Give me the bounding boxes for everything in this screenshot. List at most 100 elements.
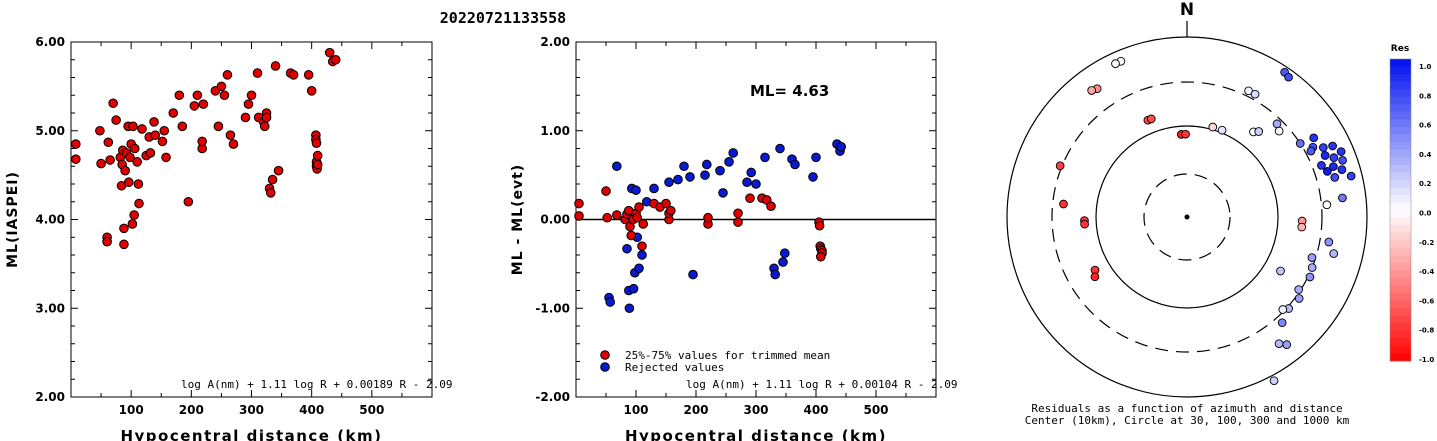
station-marker xyxy=(1320,151,1330,160)
x-tick-label: 400 xyxy=(803,403,828,417)
rejected-point xyxy=(775,143,785,154)
data-point xyxy=(161,152,171,163)
colorbar-tick-label: 0.8 xyxy=(1419,92,1432,100)
rejected-point xyxy=(679,161,689,172)
used-point xyxy=(626,230,637,241)
station-marker xyxy=(1317,161,1326,170)
x-axis-label: Hypocentral distance (km) xyxy=(625,427,887,441)
data-point xyxy=(159,125,170,136)
rejected-point xyxy=(770,269,781,280)
rejected-point xyxy=(836,141,847,152)
used-point xyxy=(745,193,755,203)
colorbar-segment xyxy=(1390,202,1411,211)
station-marker xyxy=(1059,199,1068,209)
data-point xyxy=(216,81,227,92)
station-marker xyxy=(1208,122,1218,132)
rejected-point xyxy=(631,185,641,196)
station-marker xyxy=(1328,141,1337,151)
x-tick-label: 300 xyxy=(239,403,264,417)
colorbar-tick-label: -0.2 xyxy=(1419,239,1434,247)
residual-colorbar: Res 1.0 0.8 0.6 0.4 0.2 0.0 -0.2 -0.4 -0.6 -0.8 -1.… xyxy=(1389,44,1434,364)
data-point xyxy=(102,236,112,247)
station-marker xyxy=(1274,339,1284,349)
rejected-point xyxy=(624,303,635,314)
colorbar-segment xyxy=(1390,149,1411,158)
x-tick-label: 200 xyxy=(683,403,708,417)
station-marker xyxy=(1306,146,1316,156)
data-point xyxy=(311,138,322,148)
north-label: N xyxy=(1180,0,1194,20)
station-marker xyxy=(1297,222,1307,232)
circle-100km xyxy=(1095,125,1279,309)
caption-line-2: Center (10km), Circle at 30, 100, 300 an… xyxy=(1025,414,1350,427)
station-marker xyxy=(1274,126,1284,136)
x-tick-label: 300 xyxy=(743,403,768,417)
azimuth-residual-map: N Residuals as a function of azimuth and … xyxy=(1006,0,1368,427)
data-point xyxy=(71,139,81,149)
rejected-point xyxy=(780,248,790,259)
legend-rejected-label: Rejected values xyxy=(625,361,724,374)
colorbar-segment xyxy=(1390,277,1411,286)
station-marker xyxy=(1272,119,1282,129)
colorbar-segment xyxy=(1390,111,1411,120)
data-point xyxy=(137,124,147,134)
rejected-point xyxy=(778,257,788,267)
data-point xyxy=(222,70,233,80)
data-point xyxy=(240,112,251,123)
data-point xyxy=(127,219,138,229)
colorbar-segment xyxy=(1390,217,1411,226)
station-marker xyxy=(1277,318,1287,328)
used-point xyxy=(666,205,676,216)
epicenter-marker xyxy=(1184,214,1190,220)
station-marker xyxy=(1330,173,1340,182)
data-point xyxy=(261,112,272,123)
station-marker xyxy=(1318,143,1328,152)
station-marker xyxy=(1329,153,1339,163)
legend-used-label: 25%-75% values for trimmed mean xyxy=(625,349,830,362)
station-marker xyxy=(1278,305,1288,314)
data-point xyxy=(168,108,179,118)
caption-line-1: Residuals as a function of azimuth and d… xyxy=(1031,402,1342,415)
colorbar-segment xyxy=(1390,338,1411,347)
colorbar-segment xyxy=(1390,81,1411,90)
station-marker xyxy=(1337,165,1347,174)
ml-residual-chart: 100 200 300 400 500 -2.00 -1.00 0.00 1.00 2.00 Hyp… xyxy=(510,35,958,441)
data-point xyxy=(324,47,335,58)
colorbar-segment xyxy=(1390,172,1411,181)
y-axis-label: ML(IASPEI) xyxy=(5,171,21,268)
colorbar-segment xyxy=(1390,179,1411,188)
station-marker xyxy=(1087,86,1097,95)
station-marker xyxy=(1217,125,1227,135)
figure-title: 20220721133558 xyxy=(440,9,566,27)
data-point xyxy=(125,152,135,163)
used-point xyxy=(766,201,776,211)
data-point xyxy=(95,125,105,136)
colorbar-tick-label: 0.0 xyxy=(1419,210,1432,218)
colorbar-segment xyxy=(1390,247,1411,256)
colorbar-segment xyxy=(1390,74,1411,83)
rejected-point xyxy=(637,250,647,260)
station-marker xyxy=(1284,72,1293,82)
colorbar-segment xyxy=(1390,194,1411,203)
x-axis-label: Hypocentral distance (km) xyxy=(120,427,382,441)
colorbar-frame xyxy=(1389,58,1412,362)
dashed-circle-300km xyxy=(1051,81,1323,353)
y-axis-label: ML - ML(evt) xyxy=(510,164,526,275)
data-point xyxy=(198,99,209,109)
formula-label: log A(nm) + 1.11 log R + 0.00189 R - 2.0… xyxy=(181,378,453,391)
y-tick-label: 2.00 xyxy=(540,35,570,49)
data-point xyxy=(228,139,239,149)
data-point xyxy=(177,121,188,132)
legend-used-marker xyxy=(600,350,610,360)
x-tick-label: 500 xyxy=(863,403,888,417)
colorbar-segment xyxy=(1390,126,1411,135)
data-point xyxy=(303,70,314,80)
data-point xyxy=(265,188,276,198)
station-marker xyxy=(1329,162,1338,171)
colorbar-tick-label: -0.6 xyxy=(1419,297,1434,305)
data-point xyxy=(252,68,263,78)
data-point xyxy=(273,165,284,176)
station-marker xyxy=(1146,114,1156,124)
dashed-circle-30km xyxy=(1143,173,1231,261)
